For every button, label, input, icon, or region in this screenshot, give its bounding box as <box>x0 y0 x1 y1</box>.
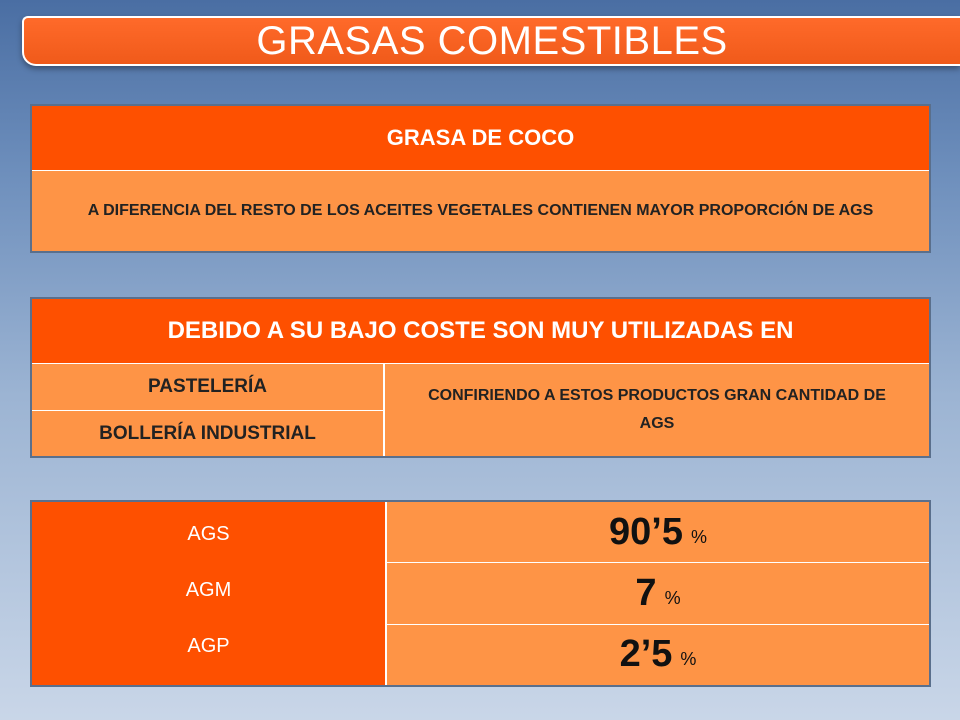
value-agm: 7 <box>635 571 657 614</box>
uses-header: DEBIDO A SU BAJO COSTE SON MUY UTILIZADA… <box>32 299 929 363</box>
label-agm: AGM <box>185 578 232 601</box>
value-agp: 2’5 <box>619 633 673 676</box>
label-ags: AGS <box>187 522 230 545</box>
slide-title: GRASAS COMESTIBLES <box>256 18 728 63</box>
uses-table: PASTELERÍA BOLLERÍA INDUSTRIAL CONFIRIEN… <box>32 363 929 456</box>
unit-agp: % <box>680 649 697 670</box>
value-row-agm: 7 % <box>385 562 929 624</box>
coconut-fat-description: A DIFERENCIA DEL RESTO DE LOS ACEITES VE… <box>32 170 929 251</box>
label-agp: AGP <box>187 635 230 658</box>
fatty-acid-values: 90’5 % 7 % 2’5 % <box>385 502 929 685</box>
uses-box: DEBIDO A SU BAJO COSTE SON MUY UTILIZADA… <box>30 297 931 458</box>
value-row-ags: 90’5 % <box>385 502 929 563</box>
fatty-acid-labels: AGS AGM AGP <box>32 502 385 685</box>
coconut-fat-header: GRASA DE COCO <box>32 106 929 170</box>
use-item-pasteleria: PASTELERÍA <box>32 363 383 410</box>
value-row-agp: 2’5 % <box>385 623 929 685</box>
fatty-acid-table: AGS AGM AGP 90’5 % 7 % 2’5 % <box>30 500 931 687</box>
uses-note: CONFIRIENDO A ESTOS PRODUCTOS GRAN CANTI… <box>383 363 929 456</box>
unit-agm: % <box>664 587 681 608</box>
use-item-bolleria: BOLLERÍA INDUSTRIAL <box>32 410 383 456</box>
title-banner: GRASAS COMESTIBLES <box>22 16 960 66</box>
value-ags: 90’5 <box>609 510 683 553</box>
unit-ags: % <box>690 526 707 547</box>
coconut-fat-box: GRASA DE COCO A DIFERENCIA DEL RESTO DE … <box>30 104 931 253</box>
